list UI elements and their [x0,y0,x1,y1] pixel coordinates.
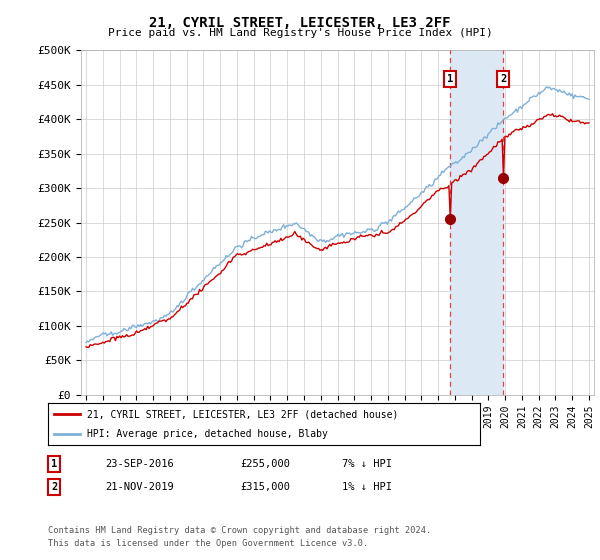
Text: 1: 1 [447,74,454,85]
Text: 21, CYRIL STREET, LEICESTER, LE3 2FF (detached house): 21, CYRIL STREET, LEICESTER, LE3 2FF (de… [87,409,398,419]
Text: 1: 1 [51,459,57,469]
Text: 21, CYRIL STREET, LEICESTER, LE3 2FF: 21, CYRIL STREET, LEICESTER, LE3 2FF [149,16,451,30]
Text: 2: 2 [500,74,506,85]
Text: This data is licensed under the Open Government Licence v3.0.: This data is licensed under the Open Gov… [48,539,368,548]
Text: 21-NOV-2019: 21-NOV-2019 [105,482,174,492]
Bar [451,50,503,395]
Text: Price paid vs. HM Land Registry's House Price Index (HPI): Price paid vs. HM Land Registry's House … [107,28,493,38]
Text: £315,000: £315,000 [240,482,290,492]
Text: 7% ↓ HPI: 7% ↓ HPI [342,459,392,469]
Text: HPI: Average price, detached house, Blaby: HPI: Average price, detached house, Blab… [87,430,328,439]
Text: Contains HM Land Registry data © Crown copyright and database right 2024.: Contains HM Land Registry data © Crown c… [48,526,431,535]
Text: £255,000: £255,000 [240,459,290,469]
Text: 23-SEP-2016: 23-SEP-2016 [105,459,174,469]
Text: 2: 2 [51,482,57,492]
Text: 1% ↓ HPI: 1% ↓ HPI [342,482,392,492]
